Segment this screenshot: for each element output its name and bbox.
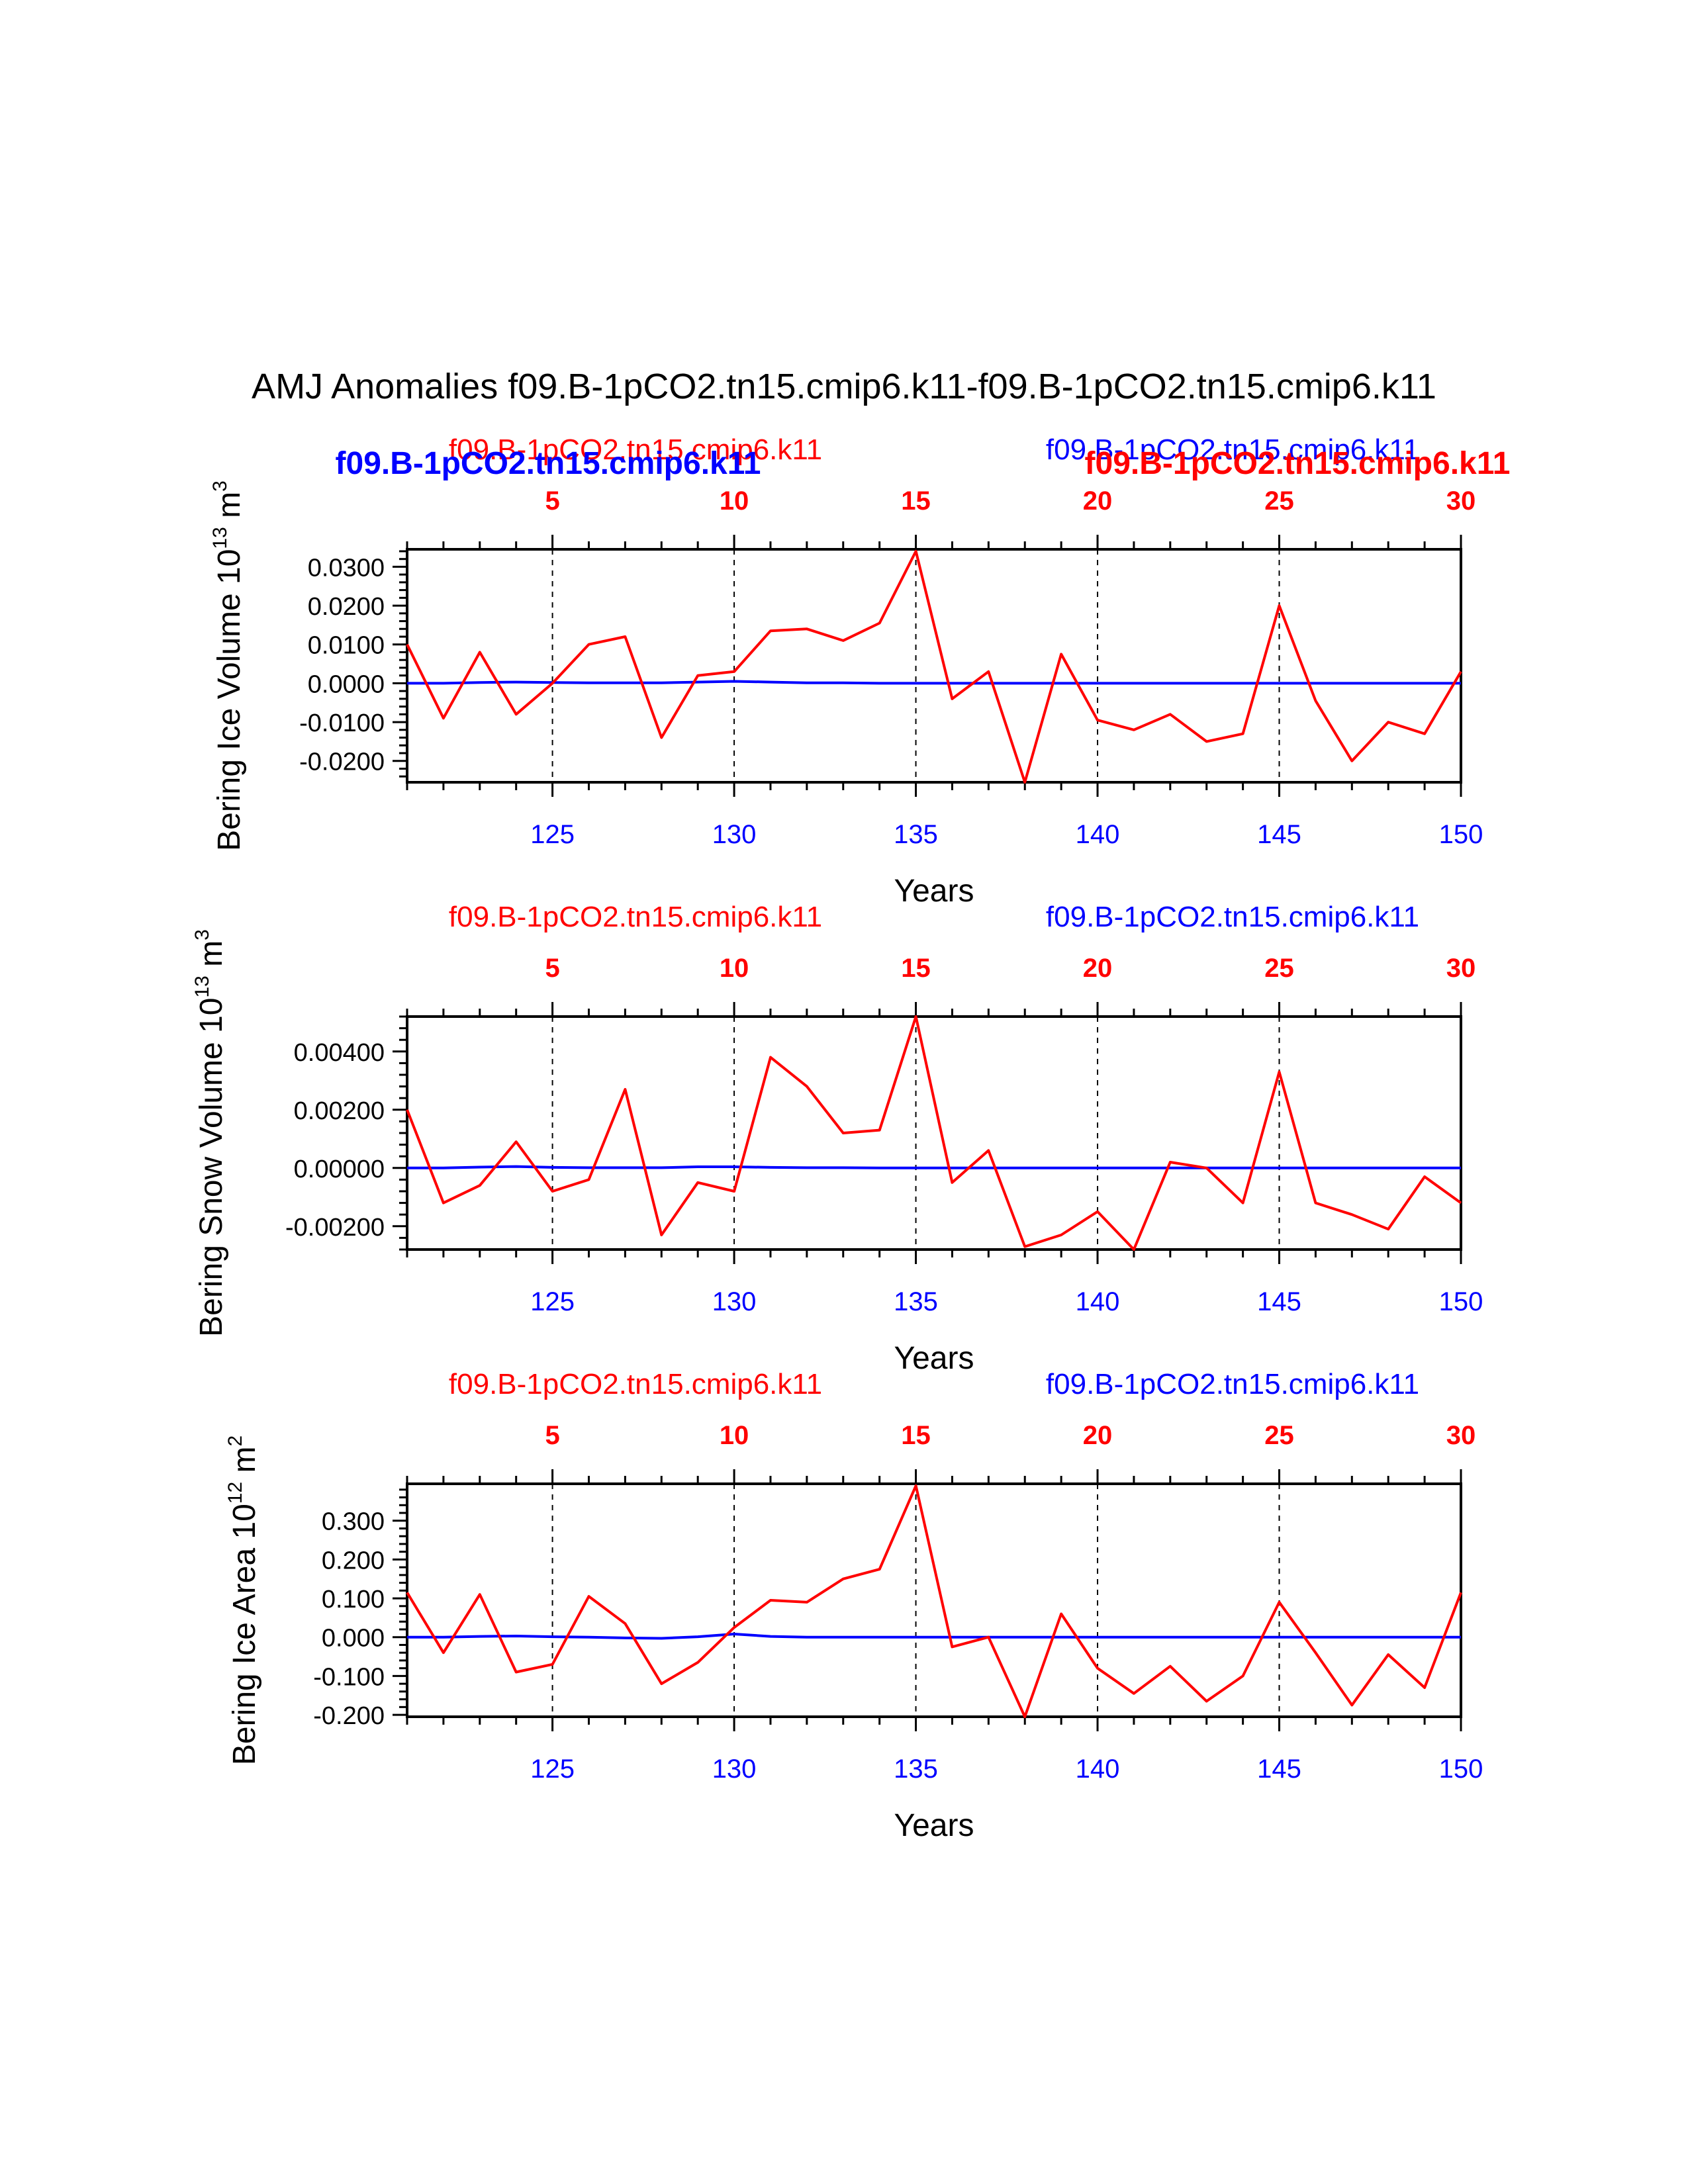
top-tick-label: 15 xyxy=(901,486,931,516)
x-tick-label: 125 xyxy=(530,1754,575,1784)
series-line-blue xyxy=(407,680,1461,685)
y-tick-label: 0.000 xyxy=(322,1625,385,1653)
top-tick-label: 30 xyxy=(1446,486,1476,516)
grid-lines xyxy=(551,1484,1280,1717)
y-tick-label: 0.0100 xyxy=(308,632,385,660)
series-lines xyxy=(406,549,1462,784)
top-tick-label: 20 xyxy=(1083,1421,1113,1450)
top-tick-label: 5 xyxy=(545,954,559,983)
y-tick-label: 0.300 xyxy=(322,1508,385,1536)
top-tick-label: 25 xyxy=(1264,486,1294,516)
x-tick-label: 135 xyxy=(894,1754,938,1784)
top-tick-label: 15 xyxy=(901,954,931,983)
y-tick-label: 0.00000 xyxy=(294,1156,385,1183)
top-axis: 5 10 15 20 25 30 xyxy=(406,954,1476,1017)
bottom-axis: 125 130 135 140 145 150 xyxy=(406,1250,1483,1316)
legend-red-label: f09.B-1pCO2.tn15.cmip6.k11 xyxy=(449,433,822,466)
series-line-blue xyxy=(407,1165,1461,1169)
y-tick-label: -0.100 xyxy=(313,1663,385,1691)
bottom-axis: 125 130 135 140 145 150 xyxy=(406,1717,1483,1784)
x-tick-label: 130 xyxy=(712,820,757,849)
top-tick-label: 30 xyxy=(1446,1421,1476,1450)
top-tick-label: 30 xyxy=(1446,954,1476,983)
panel-ice-area: 5 10 15 20 25 30 -0.200 -0.100 0.000 0.100 0.200 0… xyxy=(224,1368,1483,1843)
top-tick-label: 15 xyxy=(901,1421,931,1450)
plot-frame xyxy=(406,1482,1462,1718)
series-line-red xyxy=(406,1484,1462,1718)
x-tick-label: 150 xyxy=(1439,1287,1483,1316)
y-tick-label: -0.0200 xyxy=(299,749,385,776)
top-axis: 5 10 15 20 25 30 xyxy=(406,486,1476,549)
top-tick-label: 25 xyxy=(1264,954,1294,983)
y-tick-label: 0.0200 xyxy=(308,593,385,621)
x-tick-label: 145 xyxy=(1257,820,1301,849)
y-tick-label: 0.0000 xyxy=(308,670,385,698)
y-tick-label: -0.00200 xyxy=(285,1214,385,1242)
plot-frame xyxy=(406,548,1462,784)
x-tick-label: 130 xyxy=(712,1287,757,1316)
y-tick-label: 0.200 xyxy=(322,1547,385,1574)
figure-title: AMJ Anomalies f09.B-1pCO2.tn15.cmip6.k11… xyxy=(252,367,1436,406)
top-tick-label: 10 xyxy=(720,486,749,516)
series-lines xyxy=(406,1015,1462,1251)
x-axis-label: Years xyxy=(894,874,974,909)
panel-ice-volume: 5 10 15 20 25 30 -0.0200 -0.0100 0.0000 0.0100 0.… xyxy=(209,433,1510,909)
legend-blue-label: f09.B-1pCO2.tn15.cmip6.k11 xyxy=(1046,1368,1419,1400)
series-lines xyxy=(406,1484,1462,1718)
y-tick-label: -0.200 xyxy=(313,1702,385,1730)
y-axis-label: Bering Ice Volume 1013 m3 xyxy=(209,480,247,851)
grid-lines xyxy=(551,1017,1280,1250)
plot-frame xyxy=(406,1015,1462,1251)
top-tick-label: 5 xyxy=(545,1421,559,1450)
top-tick-label: 5 xyxy=(545,486,559,516)
series-line-blue xyxy=(407,1633,1461,1640)
x-tick-label: 125 xyxy=(530,820,575,849)
y-tick-label: -0.0100 xyxy=(299,709,385,737)
legend-red-label: f09.B-1pCO2.tn15.cmip6.k11 xyxy=(449,901,822,933)
x-tick-label: 145 xyxy=(1257,1287,1301,1316)
top-tick-label: 20 xyxy=(1083,486,1113,516)
top-tick-label: 10 xyxy=(720,954,749,983)
x-axis-label: Years xyxy=(894,1341,974,1376)
legend-red-bold-label: f09.B-1pCO2.tn15.cmip6.k11 xyxy=(1085,446,1511,481)
x-tick-label: 135 xyxy=(894,1287,938,1316)
y-tick-label: 0.00200 xyxy=(294,1097,385,1125)
y-tick-label: 0.00400 xyxy=(294,1039,385,1067)
legend-blue-label: f09.B-1pCO2.tn15.cmip6.k11 xyxy=(1046,433,1419,466)
x-tick-label: 125 xyxy=(530,1287,575,1316)
series-line-red xyxy=(406,549,1462,784)
x-tick-label: 130 xyxy=(712,1754,757,1784)
top-tick-label: 25 xyxy=(1264,1421,1294,1450)
y-axis-label: Bering Snow Volume 1013 m3 xyxy=(191,929,229,1337)
series-line-red xyxy=(406,1015,1462,1251)
y-axis-label: Bering Ice Area 1012 m2 xyxy=(224,1435,262,1765)
x-tick-label: 150 xyxy=(1439,820,1483,849)
panel-snow-volume: 5 10 15 20 25 30 -0.00200 0.00000 0.00200 0.0040… xyxy=(191,901,1483,1376)
y-tick-label: 0.100 xyxy=(322,1586,385,1614)
left-axis: -0.0200 -0.0100 0.0000 0.0100 0.0200 0.0300 xyxy=(299,550,407,778)
left-axis: -0.00200 0.00000 0.00200 0.00400 xyxy=(285,1015,407,1251)
x-tick-label: 140 xyxy=(1076,1754,1120,1784)
x-axis-label: Years xyxy=(894,1808,974,1843)
top-tick-label: 20 xyxy=(1083,954,1113,983)
legend-red-label: f09.B-1pCO2.tn15.cmip6.k11 xyxy=(449,1368,822,1400)
y-tick-label: 0.0300 xyxy=(308,554,385,582)
left-axis: -0.200 -0.100 0.000 0.100 0.200 0.300 xyxy=(313,1488,407,1730)
x-tick-label: 140 xyxy=(1076,820,1120,849)
x-tick-label: 140 xyxy=(1076,1287,1120,1316)
x-tick-label: 135 xyxy=(894,820,938,849)
legend-blue-bold-label: f09.B-1pCO2.tn15.cmip6.k11 xyxy=(336,446,761,481)
x-tick-label: 150 xyxy=(1439,1754,1483,1784)
grid-lines xyxy=(551,549,1280,782)
x-tick-label: 145 xyxy=(1257,1754,1301,1784)
legend-blue-label: f09.B-1pCO2.tn15.cmip6.k11 xyxy=(1046,901,1419,933)
top-tick-label: 10 xyxy=(720,1421,749,1450)
top-axis: 5 10 15 20 25 30 xyxy=(406,1421,1476,1484)
bottom-axis: 125 130 135 140 145 150 xyxy=(406,782,1483,849)
